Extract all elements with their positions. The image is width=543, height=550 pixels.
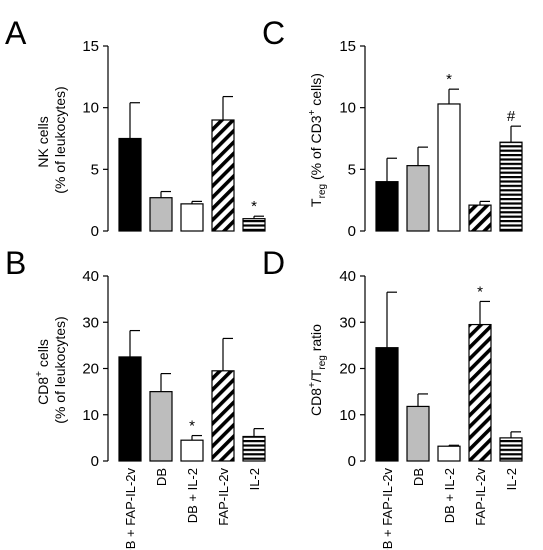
y-axis-label-line2: (% of leukocytes) bbox=[52, 316, 68, 423]
y-tick-label: 40 bbox=[82, 268, 99, 285]
y-tick-label: 5 bbox=[91, 161, 99, 178]
x-tick-label: DB + FAP-IL-2v bbox=[123, 468, 138, 550]
bar bbox=[499, 141, 523, 232]
x-tick-label: FAP-IL-2v bbox=[216, 468, 231, 526]
bar bbox=[406, 165, 430, 232]
x-tick-label: DB bbox=[411, 468, 426, 486]
significance-marker: * bbox=[477, 283, 483, 300]
y-axis-label-sup: + bbox=[307, 109, 318, 115]
x-tick-label: IL-2 bbox=[504, 468, 519, 490]
panel-letter-a: A bbox=[5, 15, 27, 51]
x-tick-label: DB + IL-2 bbox=[185, 468, 200, 523]
y-tick-label: 10 bbox=[82, 100, 99, 117]
y-tick-label: 10 bbox=[82, 407, 99, 424]
y-tick-label: 20 bbox=[339, 361, 356, 378]
y-axis-label-main: CD8 bbox=[308, 388, 324, 416]
y-tick-label: 5 bbox=[348, 161, 356, 178]
bar bbox=[468, 323, 492, 462]
bar bbox=[468, 204, 492, 232]
bar bbox=[118, 137, 142, 232]
y-tick-label: 0 bbox=[91, 453, 99, 470]
significance-marker: * bbox=[251, 198, 257, 215]
bar bbox=[375, 347, 399, 462]
y-tick-label: 0 bbox=[348, 223, 356, 240]
y-axis-label: NK cells (% of leukocytes) bbox=[35, 86, 68, 193]
panel-d-ratio: D CD8+/Treg ratio 0 10 20 30 40 * bbox=[262, 245, 523, 470]
bar bbox=[211, 370, 235, 462]
y-axis-label-mid: /T bbox=[308, 369, 324, 382]
bar bbox=[437, 103, 461, 232]
y-axis-label-line1: CD8+ cells bbox=[34, 339, 51, 405]
bar bbox=[180, 203, 204, 232]
y-axis-label: CD8+ cells (% of leukocytes) bbox=[34, 316, 68, 423]
y-tick-label: 15 bbox=[339, 38, 356, 55]
bar bbox=[180, 439, 204, 462]
x-tick-label: FAP-IL-2v bbox=[473, 468, 488, 526]
y-tick-label: 10 bbox=[339, 100, 356, 117]
y-axis-label: Treg (% of CD3+ cells) bbox=[307, 73, 328, 207]
x-tick-label: DB + FAP-IL-2v bbox=[380, 468, 395, 550]
significance-marker: * bbox=[189, 418, 195, 435]
x-axis-category-labels-left: DB + FAP-IL-2v DB DB + IL-2 FAP-IL-2v IL-2 bbox=[123, 468, 262, 550]
significance-marker: * bbox=[446, 71, 452, 88]
panel-letter-b: B bbox=[5, 245, 26, 281]
y-axis-label-main: CD8 bbox=[35, 377, 51, 405]
y-tick-label: 30 bbox=[339, 314, 356, 331]
panel-letter-d: D bbox=[262, 245, 285, 281]
bar bbox=[149, 197, 173, 232]
y-tick-label: 30 bbox=[82, 314, 99, 331]
y-axis-label-line2: (% of leukocytes) bbox=[52, 86, 68, 193]
y-tick-label: 0 bbox=[348, 453, 356, 470]
y-axis-label-rest: cells bbox=[35, 339, 51, 371]
y-tick-label: 10 bbox=[339, 407, 356, 424]
y-tick-label: 40 bbox=[339, 268, 356, 285]
x-axis-category-labels-right: DB + FAP-IL-2v DB DB + IL-2 FAP-IL-2v IL-2 bbox=[380, 468, 519, 550]
panel-a-nk-cells: A NK cells (% of leukocytes) 0 5 10 15 * bbox=[5, 15, 266, 240]
y-axis-label: CD8+/Treg ratio bbox=[307, 324, 328, 416]
y-axis-label-sub: reg bbox=[317, 355, 328, 369]
bar bbox=[149, 391, 173, 462]
bar bbox=[406, 405, 430, 462]
y-tick-label: 15 bbox=[82, 38, 99, 55]
panel-c-treg: C Treg (% of CD3+ cells) 0 5 10 15 * # bbox=[262, 15, 523, 240]
panel-letter-c: C bbox=[262, 15, 285, 51]
y-axis-label-end: cells) bbox=[308, 73, 324, 110]
bar bbox=[118, 356, 142, 462]
bar bbox=[437, 445, 461, 462]
y-axis-label-rest: ratio bbox=[308, 324, 324, 355]
y-axis-label-sup: + bbox=[34, 371, 45, 377]
bar bbox=[499, 437, 523, 462]
panel-b-cd8-cells: B CD8+ cells (% of leukocytes) 0 10 20 30 40… bbox=[5, 245, 266, 470]
x-tick-label: IL-2 bbox=[247, 468, 262, 490]
y-axis-label-line1: NK cells bbox=[35, 116, 51, 167]
bar bbox=[211, 119, 235, 232]
y-axis-label-rest: (% of CD3 bbox=[308, 115, 324, 184]
significance-marker: # bbox=[507, 108, 516, 125]
bar bbox=[375, 181, 399, 232]
y-axis-label-sup: + bbox=[307, 382, 318, 388]
bar bbox=[242, 218, 266, 232]
x-tick-label: DB + IL-2 bbox=[442, 468, 457, 523]
y-tick-label: 0 bbox=[91, 223, 99, 240]
x-tick-label: DB bbox=[154, 468, 169, 486]
y-axis-label-sub: reg bbox=[317, 184, 328, 198]
bar bbox=[242, 435, 266, 462]
y-axis-label-main: T bbox=[308, 198, 324, 207]
y-tick-label: 20 bbox=[82, 361, 99, 378]
